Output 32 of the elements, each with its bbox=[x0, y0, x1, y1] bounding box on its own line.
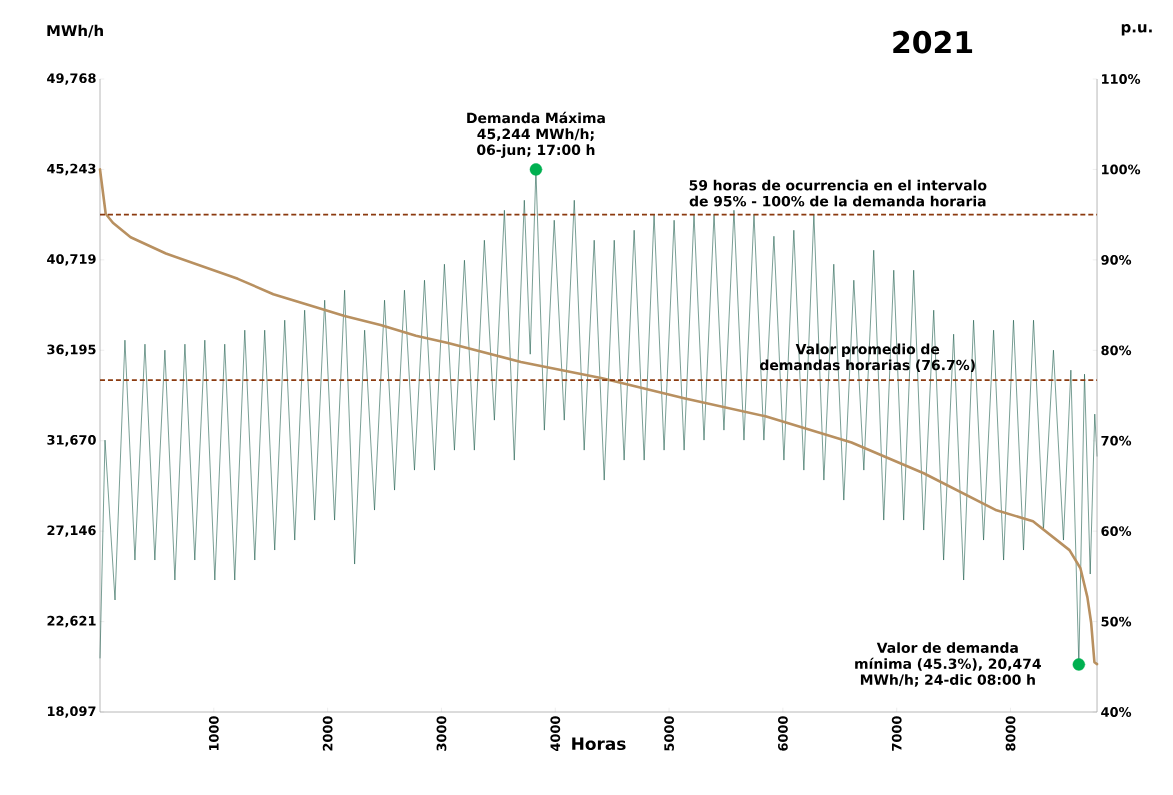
x-tick-label: 4000 bbox=[550, 716, 561, 751]
y2-axis-title: p.u. bbox=[1121, 24, 1152, 36]
x-tick-label: 1000 bbox=[208, 716, 219, 751]
x-tick-label: 3000 bbox=[436, 716, 447, 751]
x-axis-title: Horas bbox=[572, 737, 626, 751]
y2-tick-label: 90% bbox=[1101, 254, 1132, 265]
y-tick-label: 27,146 bbox=[47, 525, 96, 537]
y-axis-title: MWh/h bbox=[47, 24, 103, 38]
x-tick-label: 7000 bbox=[891, 716, 902, 751]
y2-tick-label: 80% bbox=[1101, 345, 1132, 356]
y-tick-label: 49,768 bbox=[47, 73, 96, 85]
y-tick-label: 18,097 bbox=[47, 706, 96, 718]
x-tick-label: 2000 bbox=[322, 716, 333, 751]
y2-tick-label: 110% bbox=[1102, 74, 1141, 84]
chart-title: 2021 bbox=[893, 30, 973, 54]
annotation: Valor de demanda mínima (45.3%), 20,474 MWh/h; 24-dic 08:00 h bbox=[855, 642, 1041, 687]
y2-tick-label: 50% bbox=[1101, 616, 1132, 627]
y-tick-label: 45,243 bbox=[47, 163, 96, 176]
y-tick-label: 22,621 bbox=[47, 615, 96, 628]
y2-tick-label: 70% bbox=[1101, 435, 1132, 446]
annotation: Demanda Máxima 45,244 MWh/h; 06-jun; 17:00 h bbox=[467, 111, 605, 158]
y-tick-label: 31,670 bbox=[47, 434, 96, 447]
y-tick-label: 40,719 bbox=[47, 254, 96, 266]
y2-tick-label: 100% bbox=[1102, 164, 1141, 175]
y-tick-label: 36,195 bbox=[47, 344, 96, 356]
ref-line-label: 59 horas de ocurrencia en el intervalo de 95% - 100% de la demanda horaria bbox=[689, 179, 987, 207]
x-tick-label: 8000 bbox=[1005, 716, 1016, 751]
y2-tick-label: 40% bbox=[1101, 707, 1132, 717]
x-tick-label: 5000 bbox=[664, 716, 674, 751]
x-tick-label: 6000 bbox=[778, 716, 788, 751]
y2-tick-label: 60% bbox=[1101, 526, 1132, 537]
ref-line-label: Valor promedio de demandas horarias (76.7%) bbox=[760, 343, 975, 372]
